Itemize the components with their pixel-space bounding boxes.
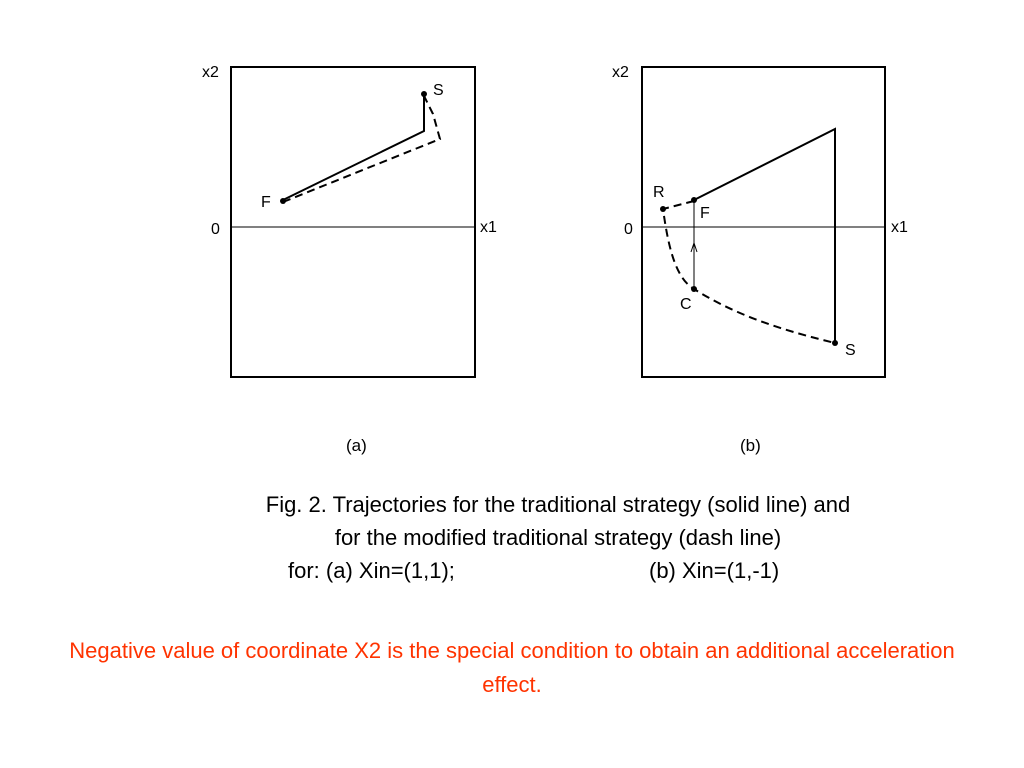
panel-b-origin-label: 0 [624, 221, 633, 238]
panel-a-point-s [421, 91, 427, 97]
caption-line-3-b: (b) Xin=(1,-1) [649, 558, 780, 583]
panel-a-modified-trajectory [282, 95, 442, 203]
panel-a-origin-label: 0 [211, 221, 220, 238]
caption-line-2: for the modified traditional strategy (d… [334, 525, 782, 550]
panel-a-frame [230, 66, 476, 378]
panel-b-x2-label: x2 [612, 64, 629, 81]
panel-b-modified-trajectory [661, 200, 836, 344]
panel-b-x1-label: x1 [891, 219, 908, 236]
panel-b-c-label: C [680, 296, 692, 313]
panel-a-s-label: S [433, 82, 444, 99]
panel-a-f-label: F [261, 194, 271, 211]
panel-b-traditional-trajectory [693, 127, 836, 343]
panel-b-point-s [832, 340, 838, 346]
panel-a-label: (a) [346, 436, 367, 455]
panel-a-x2-label: x2 [202, 64, 219, 81]
caption-line-3: for: (a) Xin=(1,1); (b) Xin=(1,-1) [120, 554, 996, 587]
panel-b-label: (b) [740, 436, 761, 455]
note-text: Negative value of coordinate X2 is the s… [69, 638, 955, 697]
panel-a-point-f [280, 198, 286, 204]
panel-b-frame [641, 66, 886, 378]
caption-line-3-a: for: (a) Xin=(1,1); [288, 558, 455, 583]
panel-b-jump-arrowhead [690, 241, 698, 253]
panel-b-s-label: S [845, 342, 856, 359]
panel-b-point-r [660, 206, 666, 212]
panel-b: x2 x1 0 R F C S (b) [612, 64, 908, 455]
caption-line-1: Fig. 2. Trajectories for the traditional… [265, 492, 851, 517]
panel-a: x2 x1 0 S F (a) [202, 64, 497, 455]
figure-caption: Fig. 2. Trajectories for the traditional… [120, 488, 996, 587]
panel-b-point-c [691, 286, 697, 292]
panel-b-f-label: F [700, 205, 710, 222]
figure: x2 x1 0 S F (a) x2 x1 0 R F C S (b) [202, 64, 908, 455]
panel-a-traditional-trajectory [282, 94, 425, 201]
panel-a-x1-label: x1 [480, 219, 497, 236]
panel-b-r-label: R [653, 184, 665, 201]
panel-b-point-f [691, 197, 697, 203]
